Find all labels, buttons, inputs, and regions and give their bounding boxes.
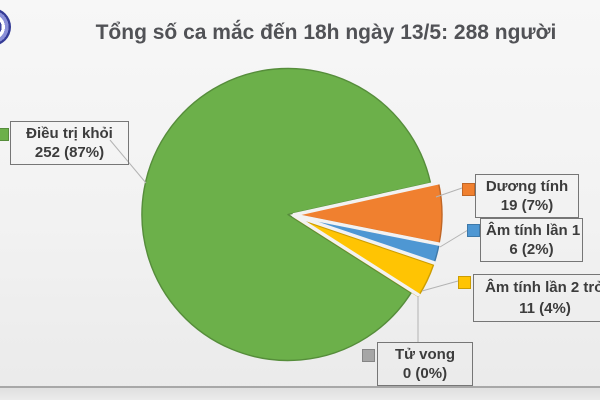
callout-label: Âm tính lần 2 trở [485,279,600,296]
leader-line-2 [439,229,469,248]
callout-value: 19 (7%) [500,197,554,214]
leader-line-3 [421,280,459,292]
callout-am-tinh-lan-1: Âm tính lần 1 6 (2%) [480,218,583,262]
callout-value: 252 (87%) [34,144,105,161]
callout-label: Âm tính lần 1 [486,222,581,239]
callout-value: 11 (4%) [519,300,571,317]
slice-gap [292,213,436,265]
site-logo-icon [0,8,11,46]
slice-gap [292,213,421,298]
pie-slice-0 [141,67,432,362]
legend-swatch-dieu-tri-khoi-icon [0,128,9,141]
callout-dieu-tri-khoi: Điều trị khỏi 252 (87%) [10,121,129,165]
callout-am-tinh-lan-2: Âm tính lần 2 trở 11 (4%) [473,274,600,322]
callout-value: 6 (2%) [509,241,554,258]
callout-duong-tinh: Dương tính 19 (7%) [475,174,579,218]
slice-gap [292,213,441,247]
slice-gap [292,180,440,217]
callout-label: Dương tính [485,178,569,195]
legend-swatch-tu-vong-icon [362,349,375,362]
callout-label: Tử vong [394,346,456,363]
legend-swatch-am-tinh-lan-2-icon [458,276,471,289]
chart-title: Tổng số ca mắc đến 18h ngày 13/5: 288 ng… [95,21,557,44]
bottom-divider [0,386,600,400]
leader-line-1 [435,187,463,198]
callout-label: Điều trị khỏi [26,125,113,142]
callout-tu-vong: Tử vong 0 (0%) [377,342,473,386]
callout-value: 0 (0%) [402,365,448,382]
legend-swatch-duong-tinh-icon [462,183,475,196]
legend-swatch-am-tinh-lan-1-icon [467,224,480,237]
